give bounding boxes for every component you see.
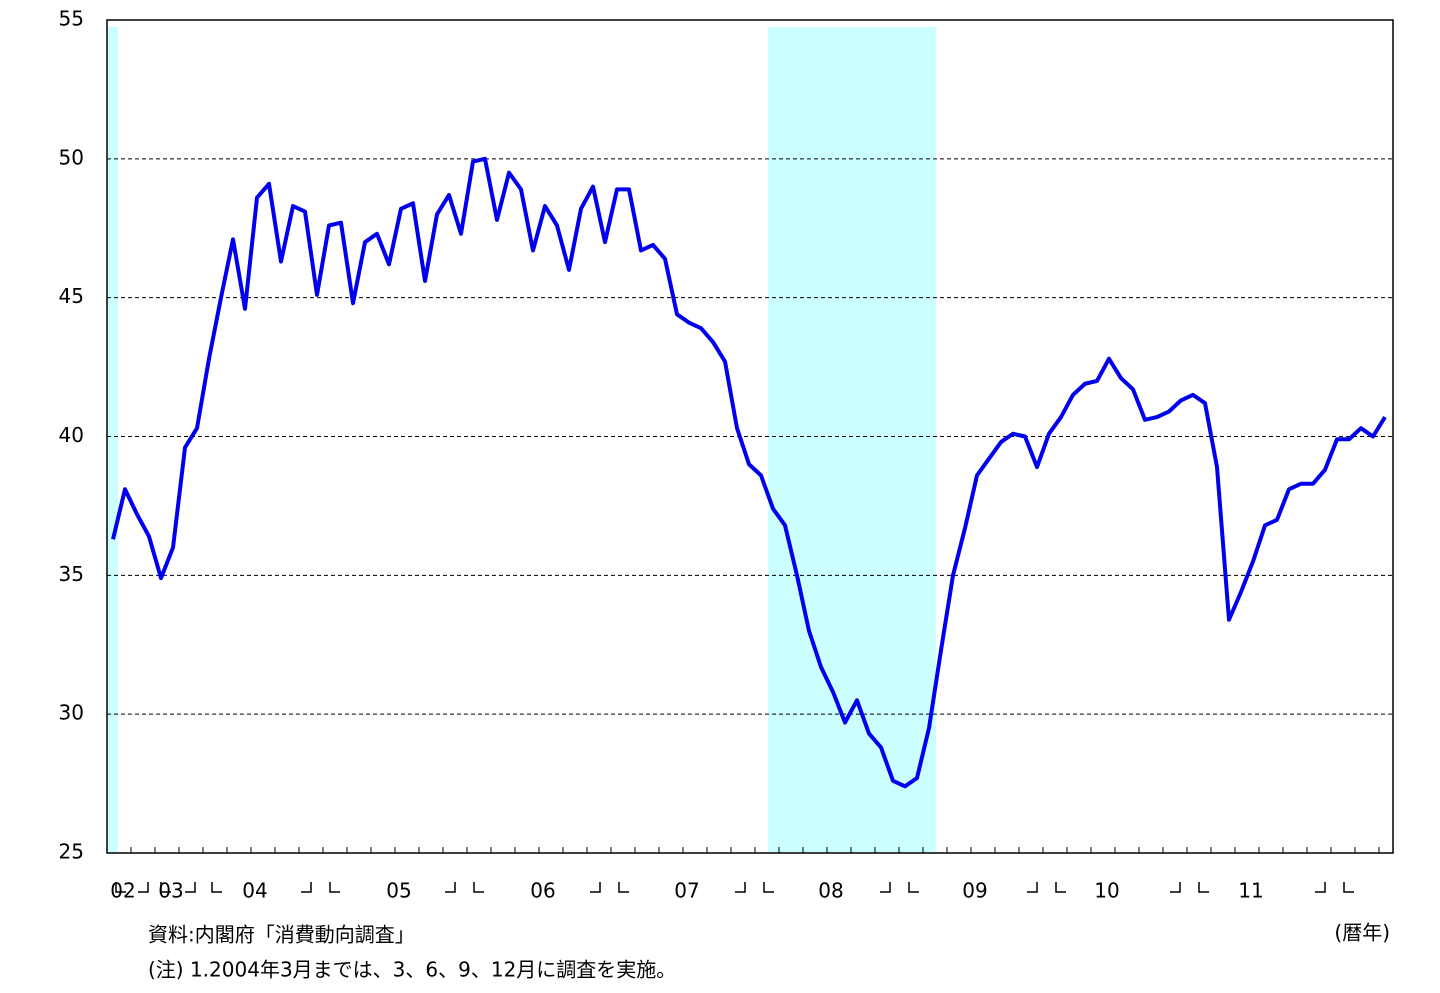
year-bracket [1055, 882, 1066, 893]
year-bracket [1027, 882, 1038, 893]
x-tick-label: 03 [158, 879, 183, 903]
data-line [111, 156, 1387, 789]
year-bracket [1198, 882, 1209, 893]
y-tick-label: 45 [59, 284, 84, 308]
x-tick-label: 08 [818, 879, 843, 903]
shaded-period [768, 27, 936, 853]
y-tick-label: 30 [59, 701, 84, 725]
year-bracket [329, 882, 340, 893]
x-tick-label: 06 [530, 879, 555, 903]
grid [107, 158, 1393, 715]
x-tick-label: 09 [962, 879, 987, 903]
year-bracket [1343, 882, 1354, 893]
source-note: 資料:内閣府「消費動向調査」 [148, 923, 415, 947]
year-bracket [445, 882, 456, 893]
x-tick-label: 02 [110, 879, 135, 903]
year-bracket [735, 882, 746, 893]
y-tick-label: 35 [59, 562, 84, 586]
year-bracket [1170, 882, 1181, 893]
x-tick-label: 04 [242, 879, 267, 903]
plot-frame [106, 19, 1394, 854]
year-bracket [185, 882, 196, 893]
year-bracket [138, 882, 149, 893]
footnote: (注) 1.2004年3月までは、3、6、9、12月に調査を実施。 [148, 958, 676, 982]
shaded-period [107, 27, 118, 853]
year-bracket [115, 882, 126, 893]
year-bracket [301, 882, 312, 893]
x-tick-label: 07 [674, 879, 699, 903]
year-bracket [473, 882, 484, 893]
year-bracket [160, 882, 171, 893]
x-tick-label: 05 [386, 879, 411, 903]
year-bracket [211, 882, 222, 893]
year-bracket [590, 882, 601, 893]
year-bracket [618, 882, 629, 893]
x-tick-label: 11 [1238, 879, 1263, 903]
y-tick-label: 50 [59, 145, 84, 169]
year-bracket [880, 882, 891, 893]
year-bracket [1315, 882, 1326, 893]
x-unit: (暦年) [1334, 921, 1390, 945]
year-bracket [908, 882, 919, 893]
x-tick-label: 10 [1094, 879, 1119, 903]
year-bracket [763, 882, 774, 893]
y-tick-label: 55 [59, 7, 84, 31]
y-tick-label: 25 [59, 840, 84, 864]
y-tick-label: 40 [59, 423, 84, 447]
